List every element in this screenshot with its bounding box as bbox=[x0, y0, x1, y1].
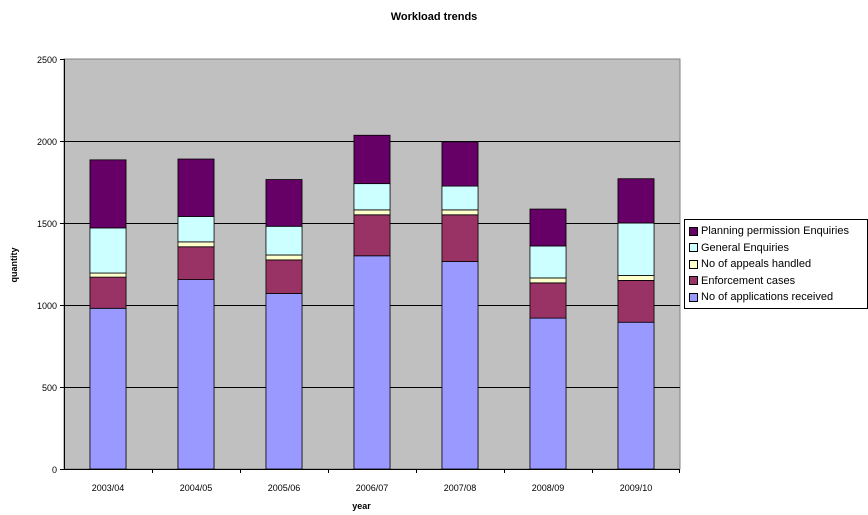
bar-segment bbox=[529, 282, 567, 319]
legend-swatch bbox=[689, 226, 698, 236]
bar-segment bbox=[353, 214, 391, 257]
legend-item: General Enquiries bbox=[689, 240, 867, 257]
y-tick-label: 500 bbox=[42, 383, 57, 393]
bar-segment bbox=[177, 279, 215, 470]
legend-swatch bbox=[689, 259, 698, 269]
bar-segment bbox=[529, 277, 567, 284]
bar-segment bbox=[529, 317, 567, 470]
y-tick-label: 2500 bbox=[37, 55, 57, 65]
bar-segment bbox=[441, 214, 479, 262]
bar-segment bbox=[617, 279, 655, 323]
bar-segment bbox=[353, 209, 391, 216]
legend-item: Planning permission Enquiries bbox=[689, 223, 867, 240]
bar-segment bbox=[265, 293, 303, 470]
bar-segment bbox=[617, 178, 655, 224]
bar-segment bbox=[441, 209, 479, 216]
x-tick-label: 2008/09 bbox=[532, 483, 565, 493]
bar-segment bbox=[441, 185, 479, 211]
bar-segment bbox=[617, 222, 655, 276]
x-tick-label: 2005/06 bbox=[268, 483, 301, 493]
bar-segment bbox=[441, 141, 479, 187]
bar-segment bbox=[265, 179, 303, 227]
legend-label: No of applications received bbox=[701, 291, 834, 304]
bar-segment bbox=[177, 241, 215, 248]
bar-segment bbox=[177, 216, 215, 243]
y-tick-label: 1000 bbox=[37, 301, 57, 311]
legend-item: No of appeals handled bbox=[689, 256, 867, 273]
bar-segment bbox=[353, 255, 391, 470]
chart-title: Workload trends bbox=[390, 11, 478, 23]
x-axis-label: year bbox=[352, 501, 371, 511]
bar-segment bbox=[177, 246, 215, 280]
bar-segment bbox=[353, 183, 391, 211]
bar-segment bbox=[441, 261, 479, 470]
x-tick-label: 2009/10 bbox=[620, 483, 653, 493]
legend-swatch bbox=[689, 276, 698, 286]
legend: Planning permission Enquiries General Enq… bbox=[684, 219, 868, 309]
bar-segment bbox=[617, 321, 655, 470]
legend-label: General Enquiries bbox=[701, 241, 790, 254]
x-tick-label: 2007/08 bbox=[444, 483, 477, 493]
legend-label: Planning permission Enquiries bbox=[701, 225, 849, 238]
bar-segment bbox=[89, 159, 127, 229]
bar-segment bbox=[529, 208, 567, 247]
bar-segment bbox=[89, 307, 127, 470]
bar-segment bbox=[89, 276, 127, 309]
bar-segment bbox=[89, 272, 127, 278]
legend-item: No of applications received bbox=[689, 289, 867, 306]
legend-item: Enforcement cases bbox=[689, 273, 867, 290]
x-tick-label: 2006/07 bbox=[356, 483, 389, 493]
y-tick-label: 1500 bbox=[37, 219, 57, 229]
bar-segment bbox=[177, 158, 215, 217]
legend-swatch bbox=[689, 292, 698, 302]
y-tick-label: 2000 bbox=[37, 137, 57, 147]
legend-label: Enforcement cases bbox=[701, 274, 796, 287]
bar-segment bbox=[529, 245, 567, 279]
bar-segment bbox=[617, 275, 655, 281]
x-tick-label: 2004/05 bbox=[180, 483, 213, 493]
y-axis-label: quantity bbox=[9, 247, 19, 283]
legend-swatch bbox=[689, 243, 698, 253]
legend-label: No of appeals handled bbox=[701, 258, 812, 271]
y-tick-label: 0 bbox=[52, 465, 57, 475]
bar-segment bbox=[89, 227, 127, 274]
bar-segment bbox=[353, 134, 391, 185]
bar-segment bbox=[265, 254, 303, 261]
bar-segment bbox=[265, 259, 303, 294]
bar-segment bbox=[265, 225, 303, 256]
x-tick-label: 2003/04 bbox=[92, 483, 125, 493]
